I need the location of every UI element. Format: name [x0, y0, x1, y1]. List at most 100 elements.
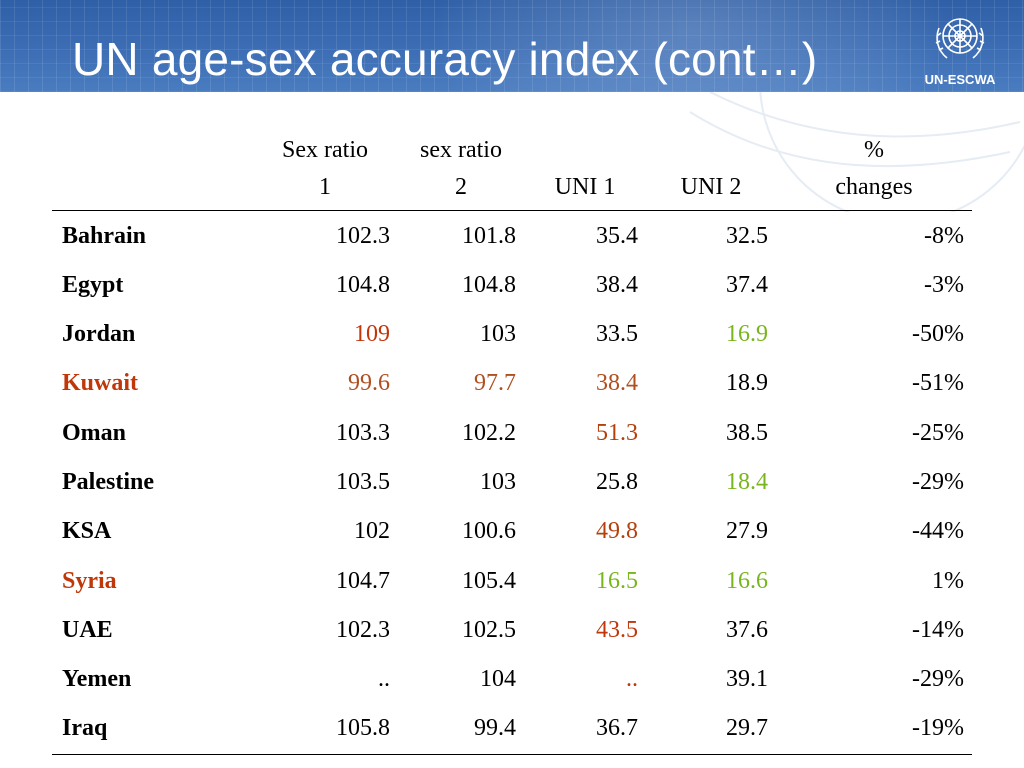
- header-line: UNI 2: [680, 174, 742, 201]
- column-header-percent-changes: % changes: [776, 132, 972, 212]
- percent-change-cell: -29%: [912, 469, 964, 495]
- uni-2-cell: 16.9: [726, 321, 768, 348]
- header-line: changes: [835, 174, 913, 201]
- accuracy-index-table: Sex ratio 1 sex ratio 2 UNI 1 UNI 2% changes…: [52, 132, 972, 755]
- percent-change-cell: 1%: [932, 567, 964, 594]
- table-row: KSA 102 100.6 49.8 27.9 -44%: [52, 507, 972, 556]
- table-row: Jordan 109 103 33.5 16.9 -50%: [52, 310, 972, 359]
- column-header-country: [52, 132, 252, 212]
- sex-ratio-1-cell: 102: [354, 518, 390, 545]
- sex-ratio-2-cell: 101.8: [462, 222, 516, 249]
- header-line: [52, 132, 252, 169]
- table-row: Palestine 103.5 103 25.8 18.4 -29%: [52, 458, 972, 507]
- header-line: sex ratio: [420, 137, 502, 163]
- percent-change-cell: -44%: [912, 518, 964, 545]
- slide-title: UN age-sex accuracy index (cont…): [72, 33, 818, 85]
- percent-change-cell: -8%: [924, 222, 964, 249]
- logo-text: UN-ESCWA: [924, 72, 996, 87]
- uni-2-cell: 18.4: [726, 469, 768, 495]
- column-header-sex-ratio-2: sex ratio 2: [398, 132, 524, 212]
- uni-2-cell: 16.6: [726, 567, 768, 594]
- header-line: 2: [455, 174, 467, 201]
- uni-2-cell: 29.7: [646, 704, 776, 755]
- uni-2-cell: 32.5: [726, 222, 768, 249]
- table-row: UAE 102.3 102.5 43.5 37.6 -14%: [52, 606, 972, 655]
- sex-ratio-2-cell: 104.8: [462, 271, 516, 298]
- uni-1-cell: 49.8: [596, 518, 638, 545]
- percent-change-cell: -25%: [912, 419, 964, 446]
- sex-ratio-2-cell: 102.2: [462, 419, 516, 446]
- sex-ratio-2-cell: 99.4: [398, 704, 524, 755]
- country-name: Palestine: [62, 469, 154, 495]
- uni-2-cell: 37.4: [726, 271, 768, 298]
- sex-ratio-1-cell: 103.3: [336, 419, 390, 446]
- uni-1-cell: 38.4: [596, 370, 638, 397]
- sex-ratio-1-cell: 109: [354, 321, 390, 348]
- country-name: Oman: [62, 419, 127, 446]
- percent-change-cell: -50%: [912, 321, 964, 348]
- column-header-uni-1: UNI 1: [524, 132, 646, 212]
- sex-ratio-1-cell: 102.3: [336, 616, 390, 643]
- un-emblem-icon: [935, 18, 985, 59]
- sex-ratio-2-cell: 104: [480, 666, 516, 693]
- table-row: Egypt 104.8 104.8 38.4 37.4 -3%: [52, 261, 972, 310]
- percent-change-cell: -3%: [924, 271, 964, 298]
- title-banner: UN age-sex accuracy index (cont…) UN-ESC…: [0, 0, 1024, 92]
- sex-ratio-1-cell: 104.8: [336, 271, 390, 298]
- sex-ratio-1-cell: 105.8: [252, 704, 398, 755]
- sex-ratio-2-cell: 103: [480, 321, 516, 348]
- uni-2-cell: 27.9: [726, 518, 768, 545]
- column-header-uni-2: UNI 2: [646, 132, 776, 212]
- uni-1-cell: 38.4: [596, 271, 638, 298]
- uni-1-cell: ..: [626, 666, 638, 693]
- header-line: [524, 132, 646, 169]
- header-line: 1: [319, 174, 331, 201]
- sex-ratio-2-cell: 97.7: [474, 370, 516, 397]
- uni-2-cell: 37.6: [726, 616, 768, 643]
- sex-ratio-1-cell: 103.5: [336, 469, 390, 495]
- uni-1-cell: 16.5: [596, 567, 638, 594]
- percent-change-cell: -19%: [776, 704, 972, 755]
- sex-ratio-2-cell: 103: [480, 469, 516, 495]
- country-name: Syria: [62, 567, 117, 594]
- country-name: Egypt: [62, 271, 124, 298]
- country-name: Iraq: [52, 704, 252, 755]
- header-line: Sex ratio: [282, 137, 368, 163]
- uni-1-cell: 33.5: [596, 321, 638, 348]
- column-header-sex-ratio-1: Sex ratio 1: [252, 132, 398, 212]
- country-name: Yemen: [62, 666, 132, 693]
- country-name: Jordan: [62, 321, 136, 348]
- uni-1-cell: 43.5: [596, 616, 638, 643]
- sex-ratio-1-cell: 99.6: [348, 370, 390, 397]
- uni-1-cell: 25.8: [596, 469, 638, 495]
- table-row: Yemen.. 104.. 39.1 -29%: [52, 655, 972, 704]
- table-row: Bahrain 102.3 101.8 35.4 32.5 -8%: [52, 211, 972, 261]
- uni-1-cell: 35.4: [596, 222, 638, 249]
- banner-grid-pattern: [0, 0, 1024, 92]
- country-name: UAE: [62, 616, 113, 643]
- uni-1-cell: 51.3: [596, 419, 638, 446]
- header-line: %: [864, 137, 884, 163]
- table-row: Kuwait 99.6 97.7 38.4 18.9 -51%: [52, 359, 972, 408]
- header-line: [52, 169, 252, 206]
- table-row: Oman 103.3 102.2 51.3 38.5 -25%: [52, 409, 972, 458]
- percent-change-cell: -14%: [912, 616, 964, 643]
- percent-change-cell: -29%: [912, 666, 964, 693]
- percent-change-cell: -51%: [912, 370, 964, 397]
- sex-ratio-2-cell: 105.4: [462, 567, 516, 594]
- country-name: Bahrain: [62, 222, 147, 249]
- header-line: UNI 1: [554, 174, 616, 201]
- uni-2-cell: 18.9: [726, 370, 768, 397]
- table-row: Iraq 105.8 99.4 36.7 29.7 -19%: [52, 704, 972, 755]
- country-name: Kuwait: [62, 370, 139, 397]
- banner-globe-shade: [430, 0, 950, 92]
- sex-ratio-1-cell: ..: [378, 666, 390, 693]
- country-name: KSA: [62, 518, 112, 545]
- table-row: Syria 104.7 105.4 16.5 16.6 1%: [52, 556, 972, 605]
- sex-ratio-2-cell: 100.6: [462, 518, 516, 545]
- header-line: [646, 132, 776, 169]
- header-row: Sex ratio 1 sex ratio 2 UNI 1 UNI 2% changes: [52, 132, 972, 212]
- un-escwa-logo: UN-ESCWA: [905, 6, 1015, 90]
- uni-2-cell: 39.1: [726, 666, 768, 693]
- sex-ratio-1-cell: 102.3: [336, 222, 390, 249]
